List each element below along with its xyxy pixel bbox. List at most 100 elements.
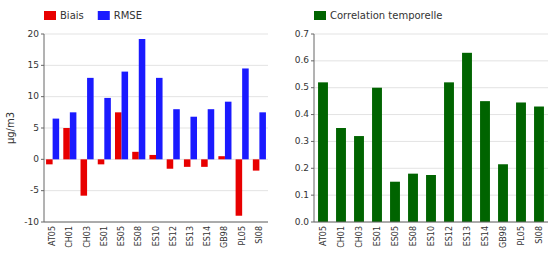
x-tick-label: PL05 — [517, 226, 526, 245]
legend-swatch — [98, 11, 110, 20]
x-tick-label: ES14 — [481, 226, 490, 246]
bar — [139, 39, 146, 159]
y-tick-label: 10 — [28, 91, 40, 101]
bar — [173, 109, 180, 159]
bar — [242, 68, 249, 159]
bar — [318, 82, 328, 222]
y-tick-label: 15 — [28, 60, 39, 70]
bar — [53, 119, 60, 160]
grid-line — [314, 141, 548, 142]
x-tick-label: ES13 — [463, 226, 472, 246]
y-axis — [314, 34, 315, 222]
grid-line — [314, 168, 548, 169]
bar — [201, 159, 208, 167]
x-tick-label: CH01 — [65, 226, 74, 248]
bar — [167, 159, 174, 168]
x-tick-label: ES10 — [427, 226, 436, 246]
grid-line — [44, 65, 268, 66]
y-tick-label: 0.6 — [295, 55, 310, 65]
legend-label: RMSE — [114, 10, 142, 21]
bar — [444, 82, 454, 222]
bar — [480, 101, 490, 222]
x-tick-label: ES05 — [391, 226, 400, 246]
bar — [336, 128, 346, 222]
x-axis — [44, 222, 268, 223]
y-tick-label: -10 — [24, 217, 39, 227]
bar — [462, 53, 472, 222]
x-tick-label: SI08 — [535, 226, 544, 244]
y-tick-label: 5 — [33, 123, 39, 133]
bar — [115, 112, 122, 159]
chart: 0.00.10.20.30.40.50.60.7AT05CH01CH03ES01… — [295, 10, 548, 248]
grid-line — [314, 60, 548, 61]
y-tick-label: 0.1 — [295, 190, 309, 200]
grid-line — [44, 222, 268, 223]
bar — [534, 107, 544, 222]
x-axis — [314, 222, 548, 223]
legend-swatch — [44, 11, 56, 20]
bar — [184, 159, 191, 167]
y-tick-label: 0.2 — [295, 163, 309, 173]
bar — [516, 102, 526, 222]
bar — [259, 112, 266, 159]
y-tick-label: 0.0 — [295, 217, 310, 227]
x-tick-label: ES01 — [100, 226, 109, 246]
bar — [408, 174, 418, 222]
bars — [318, 53, 544, 222]
bar — [208, 109, 215, 159]
bar — [81, 159, 88, 195]
bar — [70, 112, 77, 159]
x-tick-label: ES10 — [152, 226, 161, 246]
bar — [87, 78, 94, 159]
legend-label: Biais — [60, 10, 84, 21]
bar — [354, 136, 364, 222]
x-tick-label: CH03 — [355, 226, 364, 248]
bar — [46, 159, 53, 164]
grid-line — [314, 34, 548, 35]
x-tick-label: AT05 — [48, 226, 57, 246]
x-tick-label: ES13 — [186, 226, 195, 246]
x-tick-label: ES14 — [203, 226, 212, 246]
grid-line — [314, 222, 548, 223]
x-tick-label: GB98 — [499, 226, 508, 248]
bar — [236, 159, 243, 215]
bar — [132, 152, 139, 160]
bar — [63, 128, 70, 159]
bar — [122, 72, 129, 160]
bar — [156, 78, 163, 159]
legend-label: Correlation temporelle — [330, 10, 442, 21]
y-tick-label: 0.4 — [295, 109, 310, 119]
x-tick-label: ES12 — [445, 226, 454, 246]
x-tick-label: ES01 — [373, 226, 382, 246]
legend-swatch — [314, 11, 326, 20]
y-axis-label: μg/m3 — [5, 112, 16, 144]
x-tick-label: PL05 — [238, 226, 247, 245]
legend: Biais RMSE — [44, 10, 142, 21]
bar — [498, 164, 508, 222]
bar — [426, 175, 436, 222]
x-tick-label: ES08 — [134, 226, 143, 246]
bar — [149, 155, 156, 159]
bar — [104, 98, 111, 159]
bar — [225, 102, 232, 160]
legend: Correlation temporelle — [314, 10, 442, 21]
grid-line — [44, 190, 268, 191]
bar — [218, 156, 225, 159]
x-tick-label: ES12 — [169, 226, 178, 246]
x-tick-label: SI08 — [255, 226, 264, 244]
bar — [190, 117, 197, 160]
chart: -10-505101520AT05CH01CH03ES01ES05ES08ES1… — [5, 10, 268, 248]
x-tick-label: CH03 — [83, 226, 92, 248]
grid-line — [314, 87, 548, 88]
bars — [46, 39, 266, 216]
bar — [253, 159, 260, 170]
y-tick-label: 0 — [33, 154, 39, 164]
x-tick-label: ES05 — [117, 226, 126, 246]
y-tick-label: 0.5 — [295, 82, 309, 92]
bar — [98, 159, 105, 164]
grid-line — [314, 114, 548, 115]
y-tick-label: 20 — [28, 29, 40, 39]
bar — [372, 88, 382, 222]
y-tick-label: 0.3 — [295, 136, 309, 146]
x-tick-label: ES08 — [409, 226, 418, 246]
